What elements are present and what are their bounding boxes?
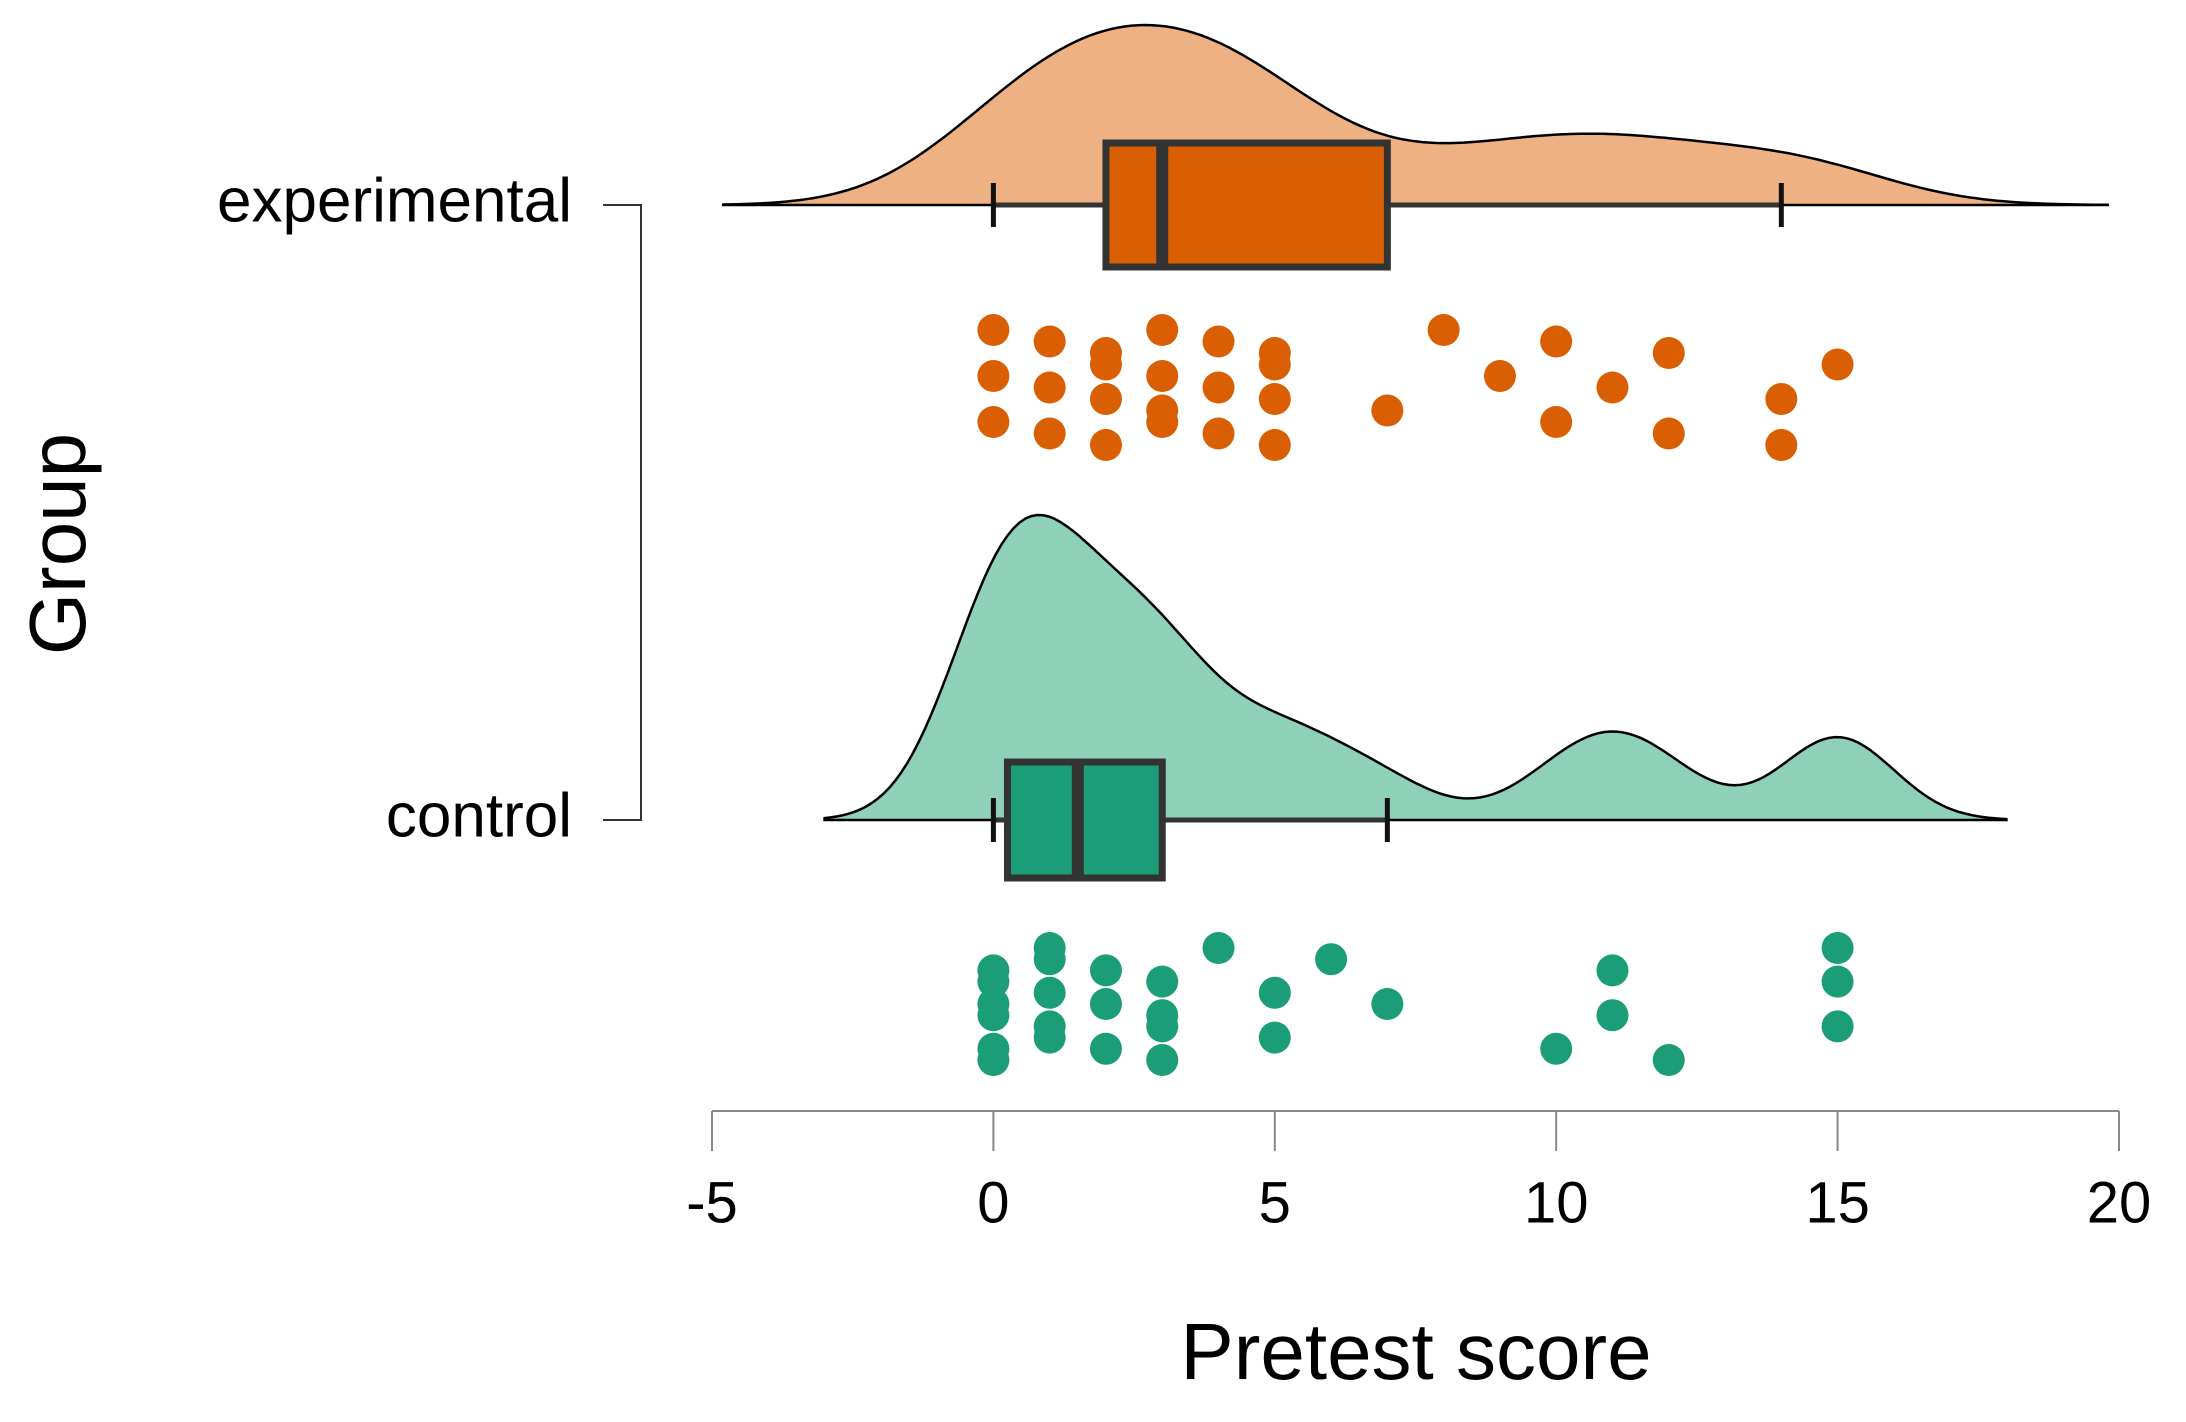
data-point bbox=[1821, 965, 1854, 998]
data-point bbox=[1765, 383, 1798, 415]
data-point bbox=[1652, 417, 1685, 450]
x-axis-label: Pretest score bbox=[1180, 1307, 1651, 1396]
data-point bbox=[1258, 429, 1291, 461]
data-point bbox=[1596, 954, 1629, 987]
data-point bbox=[1258, 383, 1291, 415]
data-point bbox=[1540, 1032, 1573, 1065]
data-point bbox=[1089, 383, 1122, 415]
data-point bbox=[1033, 325, 1066, 358]
data-point bbox=[1596, 999, 1629, 1032]
data-point bbox=[1258, 1021, 1291, 1054]
data-point bbox=[1202, 932, 1235, 964]
data-point bbox=[977, 965, 1010, 998]
data-point bbox=[1540, 325, 1573, 358]
data-point bbox=[1146, 1010, 1179, 1043]
data-point bbox=[1146, 406, 1179, 438]
x-tick-label: 0 bbox=[977, 1170, 1009, 1235]
data-point bbox=[1540, 406, 1573, 438]
data-point bbox=[1146, 314, 1179, 346]
data-point bbox=[1089, 954, 1122, 987]
data-point bbox=[1765, 429, 1798, 461]
data-point bbox=[1033, 1021, 1066, 1054]
data-point bbox=[1146, 965, 1179, 998]
x-tick-label: 15 bbox=[1805, 1170, 1870, 1235]
data-point bbox=[1427, 314, 1460, 346]
data-point bbox=[977, 406, 1010, 438]
box bbox=[1003, 758, 1166, 882]
data-point bbox=[977, 314, 1010, 346]
data-point bbox=[1146, 360, 1179, 392]
data-point bbox=[1202, 417, 1235, 450]
data-point bbox=[1371, 988, 1404, 1020]
data-point bbox=[1089, 1032, 1122, 1065]
data-point bbox=[977, 360, 1010, 392]
data-point bbox=[1033, 417, 1066, 450]
data-point bbox=[1202, 325, 1235, 358]
data-point bbox=[1033, 943, 1066, 976]
y-axis-label: Group bbox=[13, 433, 102, 655]
data-point bbox=[1821, 932, 1854, 964]
density bbox=[823, 513, 2008, 822]
data-point bbox=[1315, 943, 1348, 976]
x-tick-label: 20 bbox=[2087, 1170, 2152, 1235]
data-point bbox=[977, 999, 1010, 1032]
box bbox=[1102, 139, 1391, 271]
data-point bbox=[977, 1044, 1010, 1076]
x-tick-label: 5 bbox=[1259, 1170, 1291, 1235]
data-point bbox=[1146, 1044, 1179, 1076]
x-tick-label: 10 bbox=[1524, 1170, 1589, 1235]
data-point bbox=[1258, 348, 1291, 381]
data-point bbox=[1033, 371, 1066, 404]
data-point bbox=[1652, 1044, 1685, 1076]
data-point bbox=[1371, 394, 1404, 427]
data-point bbox=[1033, 976, 1066, 1009]
category-label: control bbox=[386, 781, 572, 850]
data-point bbox=[1089, 988, 1122, 1020]
data-point bbox=[1821, 348, 1854, 381]
data-point bbox=[1483, 360, 1516, 392]
data-point bbox=[1258, 976, 1291, 1009]
data-point bbox=[1652, 337, 1685, 369]
x-tick-label: -5 bbox=[686, 1170, 738, 1235]
data-point bbox=[1089, 429, 1122, 461]
data-point bbox=[1821, 1010, 1854, 1043]
y-axis-bracket bbox=[603, 204, 642, 821]
data-point bbox=[1089, 348, 1122, 381]
category-label: experimental bbox=[217, 166, 572, 235]
data-point bbox=[1596, 371, 1629, 404]
density bbox=[721, 23, 2110, 207]
data-point bbox=[1202, 371, 1235, 404]
